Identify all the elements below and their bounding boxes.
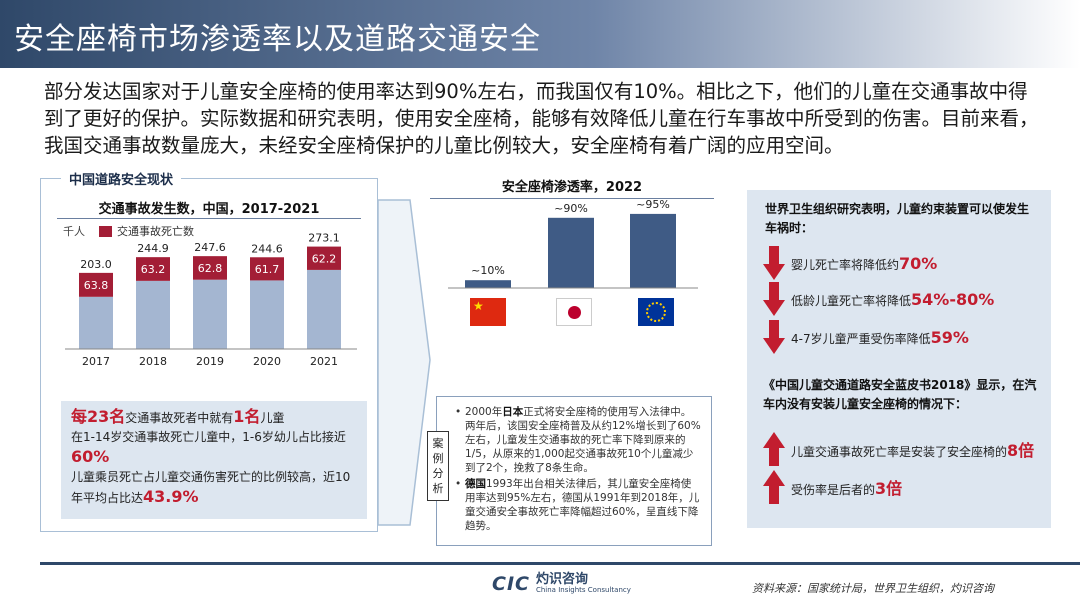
total-label-2020: 244.6 <box>251 242 283 255</box>
stat-3-highlight: 43.9% <box>143 487 199 506</box>
title-bar: 安全座椅市场渗透率以及道路交通安全 <box>0 0 1080 68</box>
eu-flag-icon <box>638 298 674 326</box>
stat-2-highlight: 60% <box>71 447 110 466</box>
death-label-2018: 63.2 <box>141 263 166 276</box>
accident-chart-title: 交通事故发生数，中国，2017-2021 <box>98 202 320 217</box>
who-heading: 世界卫生组织研究表明，儿童约束装置可以使发生车祸时： <box>765 202 1030 235</box>
accident-bar-chart: 63.8 203.0 2017 63.2 244.9 2018 62.8 247.6 2019 6… <box>65 232 357 368</box>
penetration-label-中国: ~10% <box>471 264 505 277</box>
panel-tag: 中国道路安全现状 <box>61 169 182 188</box>
chart-legend: 交通事故死亡数 <box>99 223 194 239</box>
arrow-up-icon <box>763 432 785 466</box>
category-label-2018: 2018 <box>139 355 167 368</box>
brand-name: 灼识咨询 <box>535 572 588 587</box>
finding-text: 婴儿死亡率将降低约70% <box>791 253 938 273</box>
case-japan-year: 2000年 <box>465 406 503 418</box>
case-japan-text: 正式将安全座椅的使用写入法律中。两年后，该国安全座椅普及从约12%增长到了60%… <box>465 406 701 474</box>
death-label-2020: 61.7 <box>255 263 280 276</box>
penetration-bar-日本 <box>548 217 594 288</box>
china-flag-icon: ★ <box>470 298 506 326</box>
unit-label: 千人 <box>63 225 85 238</box>
bar-base-2018 <box>136 280 170 349</box>
finding-text: 受伤率是后者的3倍 <box>791 479 903 498</box>
stat-1-text-b: 儿童 <box>260 411 285 425</box>
case-japan-country: 日本 <box>502 406 524 418</box>
death-label-2021: 62.2 <box>312 252 337 265</box>
death-label-2019: 62.8 <box>198 262 223 275</box>
japan-flag-icon <box>556 298 592 326</box>
page-title: 安全座椅市场渗透率以及道路交通安全 <box>14 22 541 57</box>
bar-deaths-2017 <box>79 272 113 297</box>
case-germany-text: 1993年出台相关法律后，其儿童安全座椅使用率达到95%左右，德国从1991年到… <box>465 478 700 532</box>
stat-3: 儿童乘员死亡占儿童交通伤害死亡的比例较高，近10年平均占比达43.9% <box>71 468 357 508</box>
death-label-2017: 63.8 <box>84 279 109 292</box>
penetration-bar-欧盟 <box>630 213 676 288</box>
stat-2-text: 在1-14岁交通事故死亡儿童中，1-6岁幼儿占比接近 <box>71 430 346 444</box>
who-findings-panel: 世界卫生组织研究表明，儿童约束装置可以使发生车祸时： 婴儿死亡率将降低约70% … <box>747 190 1051 528</box>
case-study-box: 案例分析 2000年日本正式将安全座椅的使用写入法律中。两年后，该国安全座椅普及… <box>427 396 712 546</box>
case-study-tag: 案例分析 <box>427 431 449 501</box>
finding-child-mortality: 低龄儿童死亡率将降低54%-80% <box>763 282 994 316</box>
bar-base-2017 <box>79 296 113 349</box>
stat-1: 每23名交通事故死者中就有1名儿童 <box>71 407 357 428</box>
bar-deaths-2020 <box>250 257 284 281</box>
category-label-2021: 2021 <box>310 355 338 368</box>
finding-text: 低龄儿童死亡率将降低54%-80% <box>791 289 995 309</box>
total-label-2017: 203.0 <box>80 258 112 271</box>
penetration-label-欧盟: ~95% <box>636 198 670 211</box>
bar-deaths-2018 <box>136 257 170 281</box>
bar-base-2020 <box>250 280 284 349</box>
bar-base-2021 <box>307 269 341 349</box>
stat-3-text: 儿童乘员死亡占儿童交通伤害死亡的比例较高，近10年平均占比达 <box>71 470 351 505</box>
legend-swatch <box>99 225 112 237</box>
stat-1-highlight-b: 1名 <box>233 407 261 426</box>
bar-deaths-2021 <box>307 246 341 270</box>
cic-logo-mark: CIC <box>492 573 530 595</box>
finding-injury-rate: 4-7岁儿童严重受伤率降低59% <box>763 320 969 354</box>
road-safety-stats: 每23名交通事故死者中就有1名儿童 在1-14岁交通事故死亡儿童中，1-6岁幼儿… <box>61 401 367 519</box>
penetration-chart-title: 安全座椅渗透率，2022 <box>501 180 643 195</box>
chart-title-divider <box>57 218 361 219</box>
bar-deaths-2019 <box>193 256 227 280</box>
brand-subtitle: China Insights Consultancy <box>535 586 631 595</box>
case-item-japan: 2000年日本正式将安全座椅的使用写入法律中。两年后，该国安全座椅普及从约12%… <box>455 405 701 475</box>
penetration-bar-中国 <box>465 280 511 288</box>
bluebook-heading: 《中国儿童交通道路安全蓝皮书2018》显示，在汽车内没有安装儿童安全座椅的情况下… <box>763 378 1037 411</box>
footer-divider <box>40 562 1080 565</box>
source-note: 资料来源：国家统计局，世界卫生组织，灼识咨询 <box>752 582 994 595</box>
total-label-2019: 247.6 <box>194 241 226 254</box>
arrow-down-icon <box>763 320 785 354</box>
penetration-label-日本: ~90% <box>554 202 588 215</box>
category-label-2019: 2019 <box>196 355 224 368</box>
legend-label: 交通事故死亡数 <box>117 225 194 238</box>
arrow-down-icon <box>763 282 785 316</box>
penetration-title-divider <box>430 198 714 199</box>
bar-base-2019 <box>193 279 227 349</box>
arrow-down-icon <box>763 246 785 280</box>
arrow-up-icon <box>763 470 785 504</box>
finding-infant-mortality: 婴儿死亡率将降低约70% <box>763 246 937 280</box>
finding-text: 4-7岁儿童严重受伤率降低59% <box>791 327 969 347</box>
finding-death-rate-multiple: 儿童交通事故死亡率是安装了安全座椅的8倍 <box>763 432 1034 466</box>
stat-2: 在1-14岁交通事故死亡儿童中，1-6岁幼儿占比接近 60% <box>71 428 357 468</box>
category-label-2017: 2017 <box>82 355 110 368</box>
cic-logo: CIC 灼识咨询 China Insights Consultancy <box>492 572 631 595</box>
total-label-2021: 273.1 <box>308 232 340 245</box>
finding-injury-multiple: 受伤率是后者的3倍 <box>763 470 902 504</box>
stat-1-highlight-a: 每23名 <box>71 407 126 426</box>
china-road-safety-panel: 中国道路安全现状 交通事故发生数，中国，2017-2021 千人 交通事故死亡数… <box>40 169 378 532</box>
stat-1-text-a: 交通事故死者中就有 <box>125 411 234 425</box>
intro-paragraph: 部分发达国家对于儿童安全座椅的使用率达到90%左右，而我国仅有10%。相比之下，… <box>44 80 1039 157</box>
finding-text: 儿童交通事故死亡率是安装了安全座椅的8倍 <box>791 441 1035 460</box>
case-item-germany: 德国1993年出台相关法律后，其儿童安全座椅使用率达到95%左右，德国从1991… <box>455 477 701 533</box>
case-germany-country: 德国 <box>465 478 486 490</box>
category-label-2020: 2020 <box>253 355 281 368</box>
total-label-2018: 244.9 <box>137 242 169 255</box>
